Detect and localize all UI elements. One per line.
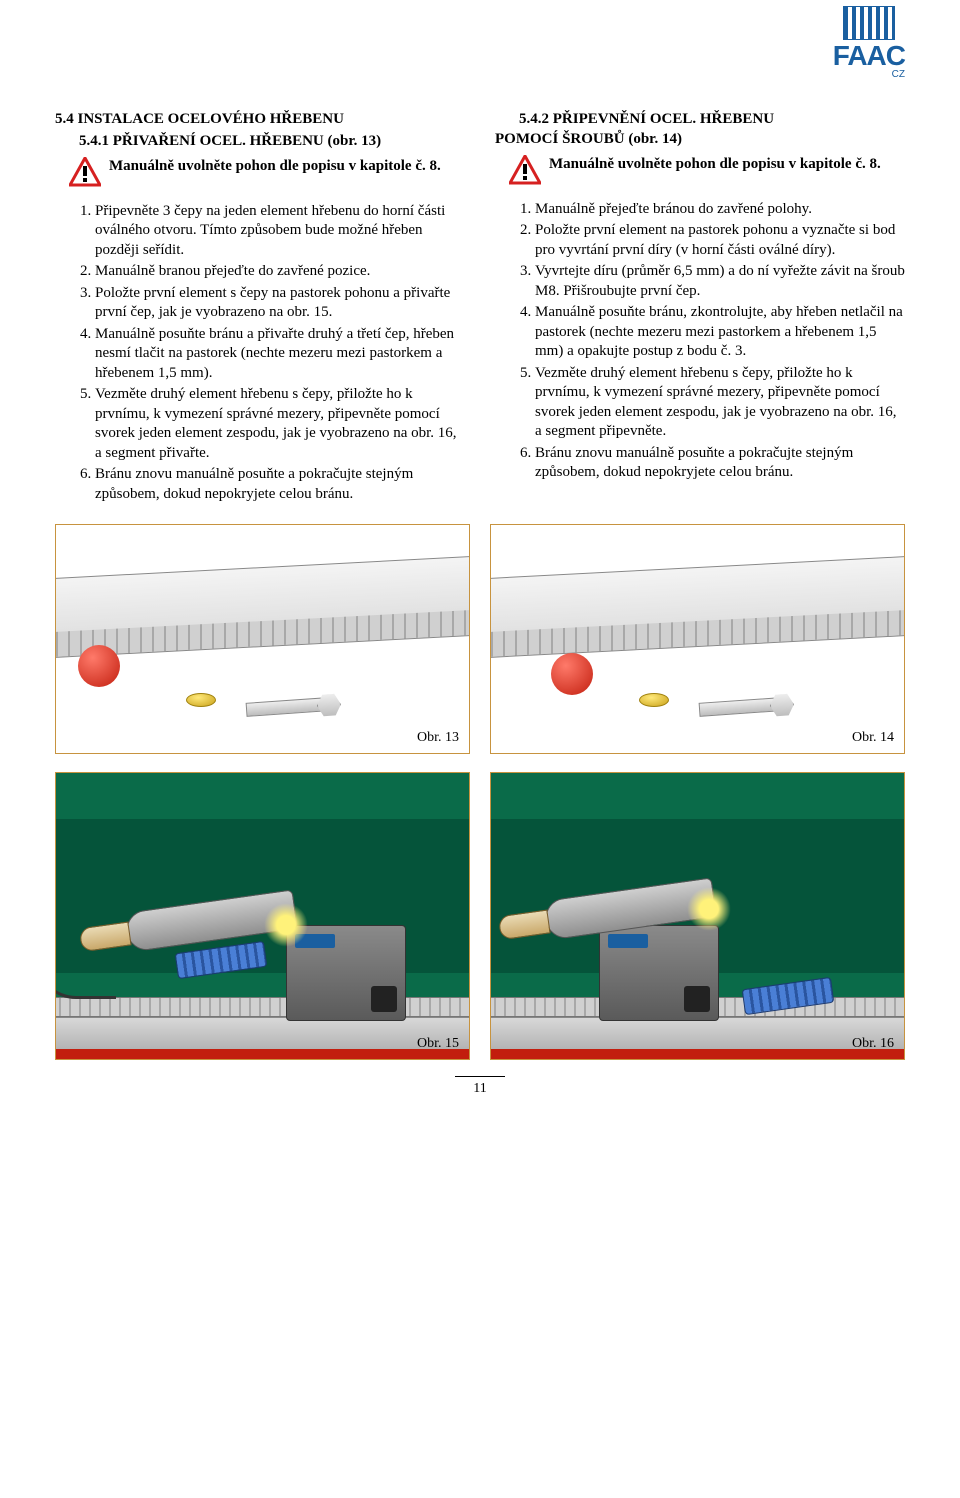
warning-triangle-icon — [69, 157, 101, 194]
step-left-1: Připevněte 3 čepy na jeden element hřebe… — [95, 202, 465, 261]
steps-left: Připevněte 3 čepy na jeden element hřebe… — [55, 202, 465, 505]
step-left-5: Vezměte druhý element hřebenu s čepy, př… — [95, 385, 465, 463]
step-left-4: Manuálně posuňte bránu a přivařte druhý … — [95, 325, 465, 384]
brand-logo-suffix: CZ — [833, 68, 905, 81]
left-column: 5.4 INSTALACE OCELOVÉHO HŘEBENU 5.4.1 PŘ… — [55, 110, 465, 506]
warning-text-right: Manuálně uvolněte pohon dle popisu v kap… — [549, 155, 881, 175]
figure-15: Obr. 15 — [55, 772, 470, 1060]
heading-5-4-2-line1: 5.4.2 PŘIPEVNĚNÍ OCEL. HŘEBENU — [519, 111, 774, 127]
step-left-3: Položte první element s čepy na pastorek… — [95, 284, 465, 323]
heading-5-4-2-line2: POMOCÍ ŠROUBŮ (obr. 14) — [495, 130, 905, 150]
step-left-6: Bránu znovu manuálně posuňte a pokračujt… — [95, 465, 465, 504]
warning-triangle-icon — [509, 155, 541, 192]
figure-16: Obr. 16 — [490, 772, 905, 1060]
step-right-3: Vyvrtejte díru (průměr 6,5 mm) a do ní v… — [535, 262, 905, 301]
step-right-1: Manuálně přejeďte bránou do zavřené polo… — [535, 200, 905, 220]
step-left-2: Manuálně branou přejeďte do zavřené pozi… — [95, 262, 465, 282]
brand-logo: FAAC CZ — [833, 6, 905, 81]
figure-row-2: Obr. 15 Obr. 16 — [55, 772, 905, 1060]
right-column: 5.4.2 PŘIPEVNĚNÍ OCEL. HŘEBENU POMOCÍ ŠR… — [495, 110, 905, 506]
steps-right: Manuálně přejeďte bránou do zavřené polo… — [495, 200, 905, 483]
figure-row-1: Obr. 13 Obr. 14 — [55, 524, 905, 754]
figure-14: Obr. 14 — [490, 524, 905, 754]
figure-13: Obr. 13 — [55, 524, 470, 754]
figure-16-label: Obr. 16 — [852, 1035, 894, 1053]
brand-logo-stripes — [843, 6, 895, 40]
step-right-6: Bránu znovu manuálně posuňte a pokračujt… — [535, 444, 905, 483]
heading-5-4: 5.4 INSTALACE OCELOVÉHO HŘEBENU — [55, 110, 465, 130]
figure-14-label: Obr. 14 — [852, 729, 894, 747]
heading-5-4-1: 5.4.1 PŘIVAŘENÍ OCEL. HŘEBENU (obr. 13) — [55, 132, 465, 152]
step-right-4: Manuálně posuňte bránu, zkontrolujte, ab… — [535, 303, 905, 362]
page-number: 11 — [455, 1076, 505, 1098]
heading-5-4-2: 5.4.2 PŘIPEVNĚNÍ OCEL. HŘEBENU POMOCÍ ŠR… — [495, 110, 905, 149]
warning-row-left: Manuálně uvolněte pohon dle popisu v kap… — [69, 157, 465, 194]
figure-15-label: Obr. 15 — [417, 1035, 459, 1053]
step-right-2: Položte první element na pastorek pohonu… — [535, 221, 905, 260]
warning-text-left: Manuálně uvolněte pohon dle popisu v kap… — [109, 157, 441, 177]
figure-13-label: Obr. 13 — [417, 729, 459, 747]
warning-row-right: Manuálně uvolněte pohon dle popisu v kap… — [509, 155, 905, 192]
step-right-5: Vezměte druhý element hřebenu s čepy, př… — [535, 364, 905, 442]
